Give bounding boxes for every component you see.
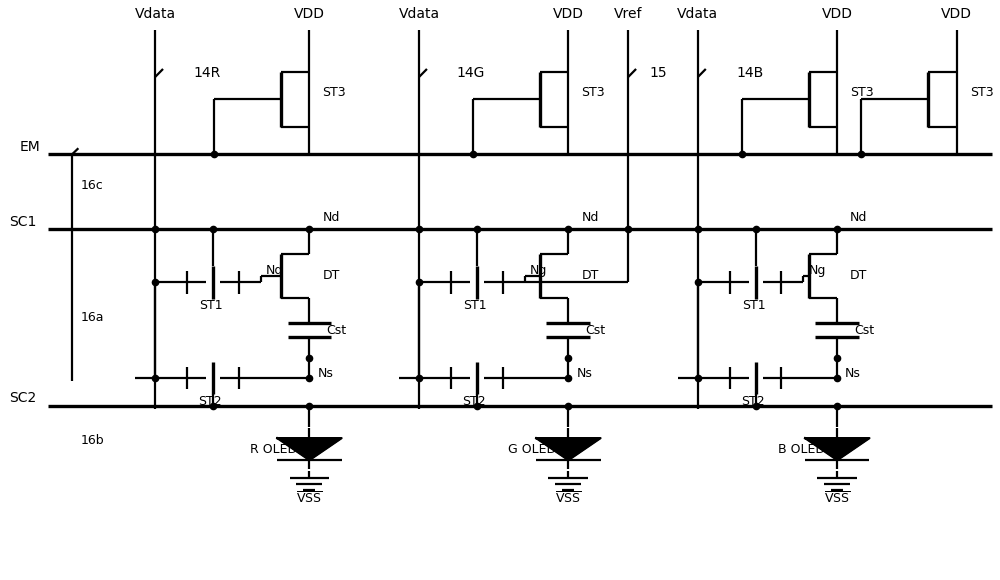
Text: Ng: Ng	[530, 264, 547, 277]
Text: 14R: 14R	[193, 66, 220, 80]
Text: Ns: Ns	[845, 367, 861, 380]
Polygon shape	[277, 438, 342, 460]
Text: VDD: VDD	[941, 7, 972, 21]
Text: R OLED: R OLED	[250, 443, 297, 456]
Text: Cst: Cst	[854, 324, 874, 337]
Text: 14B: 14B	[736, 66, 763, 80]
Text: VDD: VDD	[822, 7, 853, 21]
Text: $\overline{\mathrm{VSS}}$: $\overline{\mathrm{VSS}}$	[296, 491, 323, 506]
Polygon shape	[536, 438, 601, 460]
Polygon shape	[805, 438, 869, 460]
Text: 16c: 16c	[80, 179, 103, 193]
Text: Ng: Ng	[808, 264, 826, 277]
Text: ST2: ST2	[462, 394, 486, 408]
Text: Ns: Ns	[576, 367, 592, 380]
Text: 15: 15	[649, 66, 667, 80]
Text: ST3: ST3	[581, 86, 605, 99]
Text: Nd: Nd	[581, 211, 599, 224]
Text: ST2: ST2	[198, 394, 222, 408]
Text: Vdata: Vdata	[134, 7, 176, 21]
Text: Nd: Nd	[322, 211, 340, 224]
Text: SC2: SC2	[9, 391, 37, 405]
Text: DT: DT	[581, 269, 599, 282]
Text: 16b: 16b	[80, 434, 104, 447]
Text: $\overline{\mathrm{VSS}}$: $\overline{\mathrm{VSS}}$	[555, 491, 582, 506]
Text: ST2: ST2	[741, 394, 764, 408]
Text: ST1: ST1	[742, 299, 765, 312]
Text: ST1: ST1	[199, 299, 223, 312]
Text: Nd: Nd	[850, 211, 868, 224]
Text: Vdata: Vdata	[677, 7, 718, 21]
Text: SC1: SC1	[9, 215, 37, 229]
Text: 16a: 16a	[80, 311, 104, 324]
Text: Cst: Cst	[326, 324, 346, 337]
Text: DT: DT	[850, 269, 868, 282]
Text: ST3: ST3	[322, 86, 346, 99]
Text: Vref: Vref	[614, 7, 642, 21]
Text: 14G: 14G	[457, 66, 485, 80]
Text: Vdata: Vdata	[398, 7, 440, 21]
Text: DT: DT	[322, 269, 340, 282]
Text: G OLED: G OLED	[508, 443, 556, 456]
Text: Cst: Cst	[585, 324, 605, 337]
Text: VDD: VDD	[553, 7, 584, 21]
Text: EM: EM	[20, 140, 41, 154]
Text: VDD: VDD	[294, 7, 325, 21]
Text: ST1: ST1	[463, 299, 487, 312]
Text: ST3: ST3	[850, 86, 874, 99]
Text: ST3: ST3	[970, 86, 993, 99]
Text: Ns: Ns	[317, 367, 333, 380]
Text: Ng: Ng	[266, 264, 283, 277]
Text: $\overline{\mathrm{VSS}}$: $\overline{\mathrm{VSS}}$	[824, 491, 850, 506]
Text: B OLED: B OLED	[778, 443, 825, 456]
